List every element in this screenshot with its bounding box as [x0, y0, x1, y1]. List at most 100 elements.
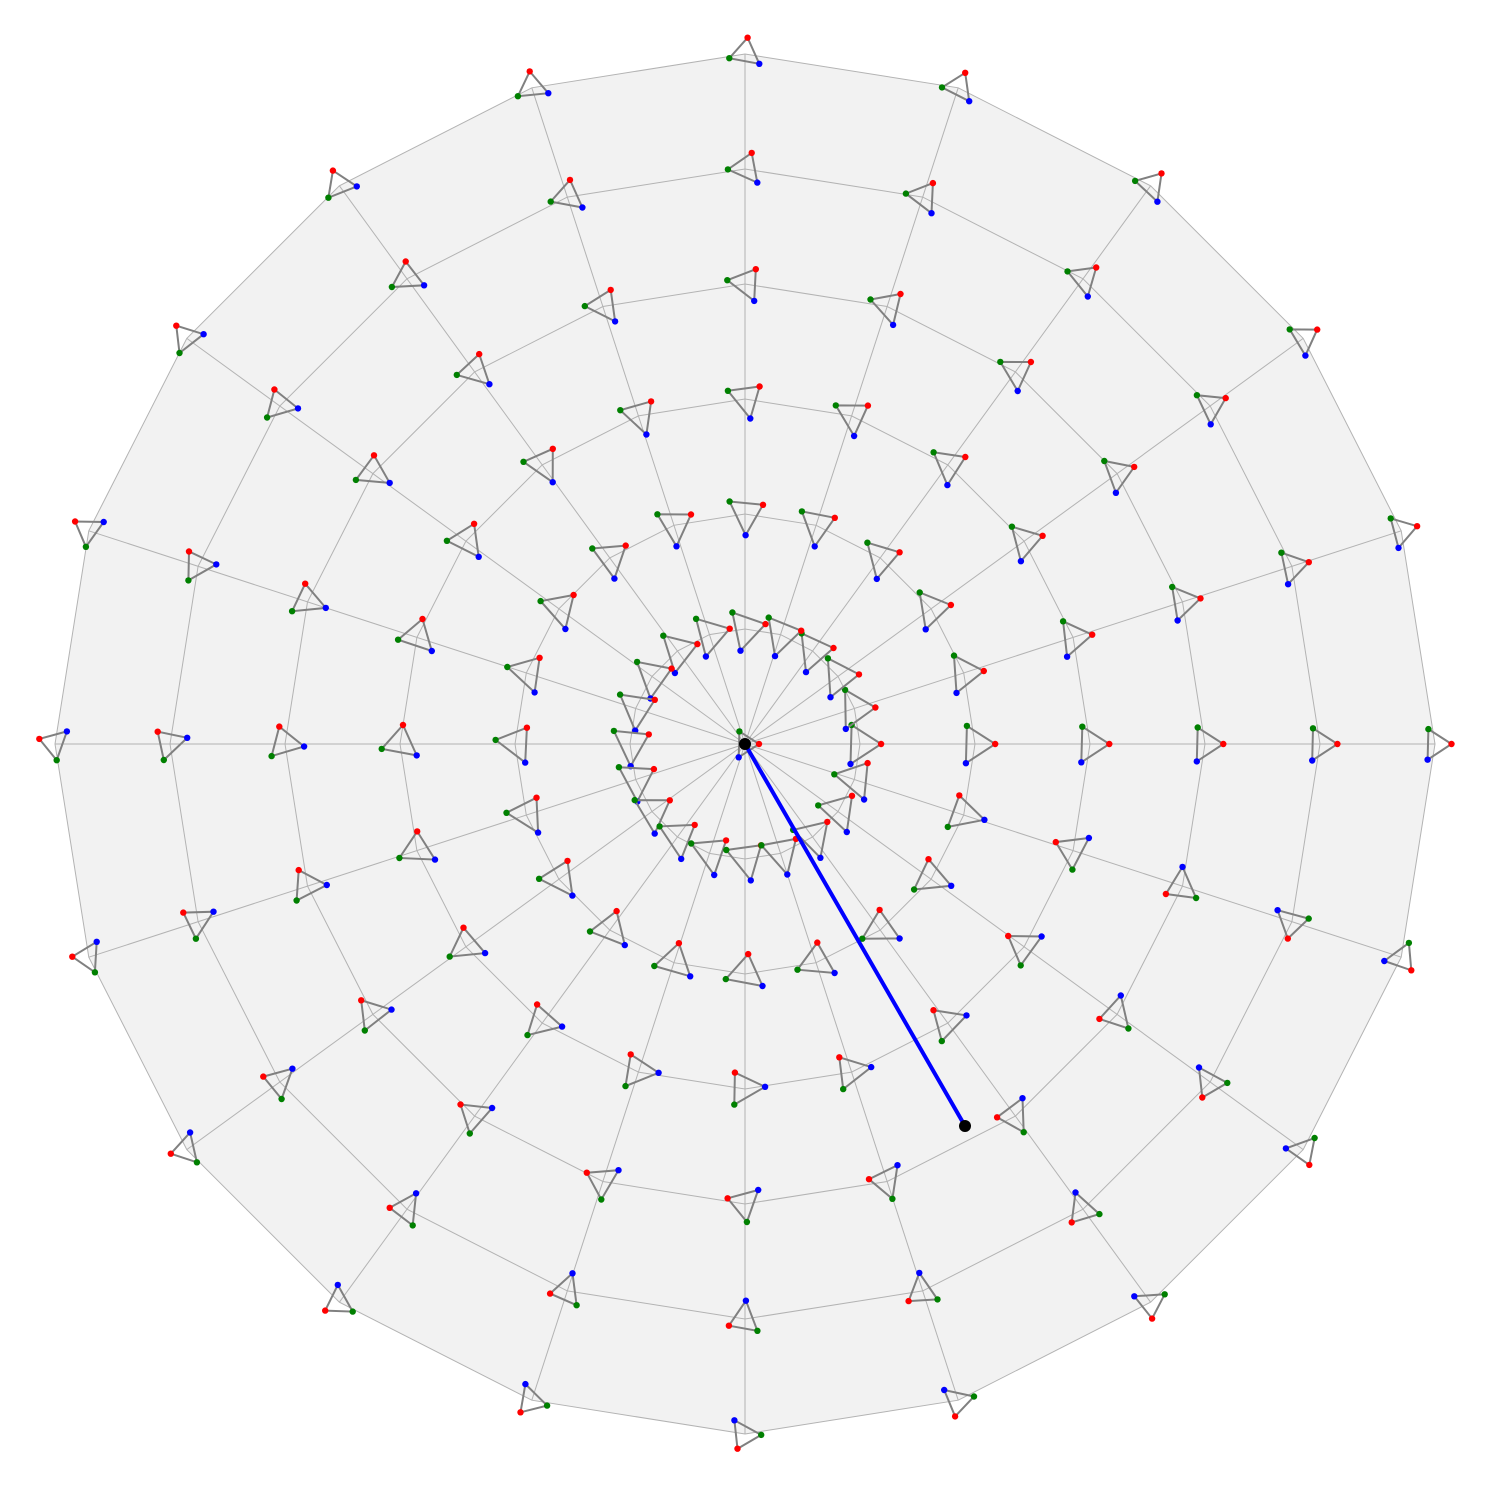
vertex-red: [546, 1290, 554, 1297]
triangle-glyph: [1169, 583, 1204, 624]
vertex-blue: [611, 318, 619, 325]
triangle-glyph: [386, 1190, 420, 1229]
vertex-green: [547, 198, 554, 205]
glyph-outline: [725, 151, 759, 185]
vertex-red: [358, 997, 365, 1004]
vertex-red: [1131, 463, 1138, 471]
glyph-outline: [290, 581, 328, 613]
vertex-red: [549, 445, 556, 452]
glyph-outline: [156, 730, 190, 762]
triangle-glyph: [535, 857, 576, 899]
glyph-outline: [632, 799, 672, 836]
vertex-green: [394, 636, 402, 643]
triangle-glyph: [547, 176, 586, 211]
glyph-outline: [70, 939, 98, 975]
glyph-outline: [731, 610, 768, 653]
glyph-outline: [175, 324, 206, 355]
vertex-blue: [569, 892, 576, 899]
vertex-green: [660, 632, 667, 639]
vertex-blue: [388, 1006, 395, 1013]
glyph-outline: [548, 178, 585, 209]
glyph-outline: [1389, 516, 1419, 550]
vertex-green: [938, 84, 946, 91]
vertex-red: [1148, 1315, 1156, 1322]
glyph-outline: [998, 360, 1033, 394]
vertex-red: [824, 818, 831, 826]
triangle-glyph: [950, 652, 987, 697]
triangle-glyph: [794, 939, 838, 977]
vertex-blue: [755, 1186, 762, 1194]
vertex-green: [388, 283, 396, 291]
triangle-glyph: [446, 924, 489, 960]
vertex-green: [622, 1082, 629, 1090]
vertex-green: [651, 962, 658, 970]
glyph-outline: [1195, 725, 1226, 764]
vertex-green: [736, 728, 743, 735]
triangle-glyph: [836, 1054, 875, 1093]
vertex-green: [916, 589, 923, 596]
vertex-blue: [711, 871, 718, 879]
glyph-outline: [387, 1191, 418, 1228]
vertex-green: [859, 935, 866, 942]
grid-spoke: [338, 185, 746, 745]
triangle-glyph: [443, 520, 482, 560]
triangle-glyph: [173, 322, 207, 357]
vertex-blue: [811, 543, 818, 550]
triangle-glyph: [492, 724, 531, 766]
glyph-outline: [1080, 724, 1112, 765]
vertex-blue: [737, 647, 744, 654]
vertex-red: [752, 266, 759, 273]
vertex-blue: [1302, 352, 1309, 359]
vertex-blue: [651, 830, 658, 837]
vertex-blue: [186, 1129, 194, 1136]
vertex-red: [647, 398, 655, 405]
vertex-red: [402, 258, 409, 265]
vertex-red: [865, 1176, 873, 1183]
glyph-outline: [1287, 328, 1319, 358]
triangle-glyph: [938, 69, 973, 105]
triangle-glyph: [688, 837, 730, 879]
triangle-glyph: [325, 167, 360, 201]
glyph-outline: [1276, 908, 1311, 941]
glyph-outline: [1054, 836, 1091, 872]
vertex-blue: [322, 604, 329, 612]
glyph-outline: [907, 1270, 940, 1303]
vertex-blue: [922, 626, 929, 633]
vertex-green: [615, 764, 623, 771]
vertex-blue: [847, 760, 854, 768]
vertex-red: [386, 1204, 393, 1212]
glyph-outline: [912, 857, 954, 891]
vertex-green: [1305, 915, 1312, 922]
vertex-red: [876, 906, 883, 914]
vertex-green: [1169, 583, 1176, 591]
glyph-outline: [181, 910, 216, 941]
vertex-blue: [1284, 581, 1292, 588]
vertex-blue: [1395, 544, 1402, 552]
glyph-outline: [396, 617, 434, 653]
triangle-glyph: [185, 548, 220, 584]
vertex-blue: [678, 855, 685, 863]
vertex-blue: [558, 1023, 566, 1030]
triangle-glyph: [905, 1269, 941, 1305]
vertex-green: [53, 757, 60, 764]
vertex-green: [453, 371, 460, 379]
vertex-green: [724, 166, 732, 173]
triangle-glyph: [1387, 515, 1421, 552]
vertex-blue: [213, 561, 220, 568]
glyph-outline: [844, 688, 878, 731]
triangle-glyph: [654, 511, 695, 550]
vertex-green: [192, 935, 200, 942]
glyph-outline: [526, 1002, 565, 1037]
vertex-blue: [488, 1104, 496, 1112]
glyph-outline: [582, 288, 617, 324]
vertex-green: [263, 414, 271, 421]
triangle-glyph: [378, 721, 420, 759]
vertex-green: [543, 1402, 551, 1409]
vertex-red: [536, 654, 543, 661]
vertex-red: [830, 644, 837, 652]
vertex-blue: [210, 908, 217, 915]
glyph-outline: [657, 823, 697, 862]
vertex-green: [1008, 523, 1016, 530]
triangle-glyph: [517, 1380, 551, 1416]
vertex-red: [745, 950, 752, 958]
